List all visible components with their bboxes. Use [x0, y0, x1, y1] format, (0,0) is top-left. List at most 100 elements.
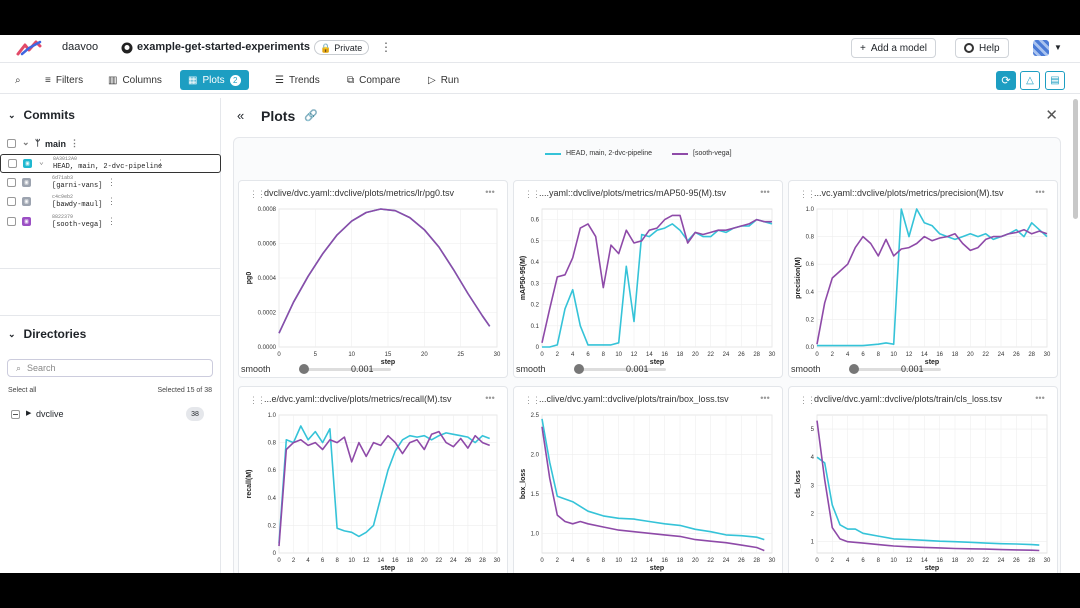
run-button[interactable]: ▷ Run: [428, 70, 459, 90]
line-chart: 0 5 10 15 20 25 30 0.0000 0.0002 0.0004 0.0006 0.00…: [246, 207, 501, 366]
plot-title: ...clive/dvc.yaml::dvclive/plots/train/b…: [539, 394, 729, 404]
commit-sha: 6d71ab3: [52, 174, 74, 181]
drag-handle-icon[interactable]: ⋮⋮: [249, 395, 266, 405]
y-tick-label: 0.0006: [258, 242, 277, 248]
x-tick-label: 6: [861, 352, 865, 358]
y-tick-label: 0.3: [531, 281, 540, 287]
filters-button[interactable]: ≡ Filters: [45, 70, 83, 90]
y-tick-label: 0.0000: [258, 345, 277, 351]
commit-row[interactable]: ▣ 6d71ab3 [garni-vans] ⋮: [0, 174, 221, 193]
caret-right-icon[interactable]: ▶: [26, 410, 32, 417]
drag-handle-icon[interactable]: ⋮⋮: [249, 189, 266, 199]
avatar[interactable]: [1033, 40, 1049, 56]
directory-row[interactable]: ▶ dvclive 38: [0, 405, 221, 423]
commit-row[interactable]: ▣ c4c9eb2 [bawdy-maul] ⋮: [0, 193, 221, 212]
x-tick-label: 6: [321, 558, 325, 564]
filters-label: Filters: [55, 74, 84, 86]
repo-menu-icon[interactable]: ⋮: [380, 40, 392, 54]
series-line: [278, 425, 490, 544]
collapse-panel-icon[interactable]: «: [237, 108, 245, 123]
branch-checkbox[interactable]: [7, 139, 16, 148]
drag-handle-icon[interactable]: ⋮⋮: [524, 395, 541, 405]
x-tick-label: 4: [846, 558, 850, 564]
plots-button[interactable]: ▦ Plots 2: [180, 70, 249, 90]
smooth-value: 0.001: [626, 364, 649, 374]
columns-button[interactable]: ▥ Columns: [108, 70, 162, 90]
studio-logo-icon[interactable]: [16, 40, 42, 56]
plot-card[interactable]: ⋮⋮ dvclive/dvc.yaml::dvclive/plots/metri…: [238, 180, 508, 378]
commit-menu-icon[interactable]: ⋮: [107, 176, 116, 187]
refresh-icon[interactable]: ⟳: [996, 71, 1016, 90]
smooth-slider-track[interactable]: [574, 368, 666, 371]
x-tick-label: 28: [753, 558, 760, 564]
commit-color-chip[interactable]: ▣: [22, 216, 31, 226]
drag-handle-icon[interactable]: ⋮⋮: [524, 189, 541, 199]
document-icon[interactable]: ▤: [1045, 71, 1065, 90]
x-tick-label: 12: [631, 352, 638, 358]
commit-color-chip[interactable]: ▣: [22, 177, 31, 187]
commit-menu-icon[interactable]: ⋮: [107, 215, 116, 226]
commit-row[interactable]: ▣ 8822379 [sooth-vega] ⋮: [0, 213, 221, 232]
branch-menu-icon[interactable]: ⋮: [70, 138, 79, 148]
commit-color-chip[interactable]: ▣: [22, 197, 31, 206]
directory-search-input[interactable]: ⌕ Search: [7, 359, 213, 377]
repo-name[interactable]: example-get-started-experiments: [137, 41, 311, 53]
expand-icon[interactable]: ⌄: [39, 158, 44, 167]
commit-checkbox[interactable]: [7, 197, 16, 206]
plot-card[interactable]: ⋮⋮ ...vc.yaml::dvclive/plots/metrics/pre…: [788, 180, 1058, 378]
smooth-slider-track[interactable]: [849, 368, 941, 371]
more-options-icon[interactable]: •••: [485, 187, 495, 197]
drag-handle-icon[interactable]: ⋮⋮: [799, 189, 816, 199]
smooth-slider-track[interactable]: [299, 368, 391, 371]
more-options-icon[interactable]: •••: [1035, 393, 1045, 403]
commit-menu-icon[interactable]: ⋮: [107, 196, 116, 206]
compare-button[interactable]: ⧉ Compare: [347, 70, 400, 90]
drag-handle-icon[interactable]: ⋮⋮: [799, 395, 816, 405]
help-button[interactable]: Help: [955, 38, 1009, 58]
x-tick-label: 8: [602, 558, 606, 564]
close-icon[interactable]: ✕: [1045, 107, 1058, 124]
x-tick-label: 18: [952, 352, 959, 358]
plot-card[interactable]: ⋮⋮ ...e/dvc.yaml::dvclive/plots/metrics/…: [238, 386, 508, 573]
org-name[interactable]: daavoo: [62, 41, 99, 53]
plot-card[interactable]: ⋮⋮ dvclive/dvc.yaml::dvclive/plots/train…: [788, 386, 1058, 573]
select-all-link[interactable]: Select all: [8, 387, 37, 394]
smooth-slider-handle[interactable]: [574, 364, 584, 374]
y-tick-label: 0.8: [268, 441, 277, 447]
directories-header[interactable]: ⌄ Directories: [8, 327, 86, 341]
x-tick-label: 2: [831, 352, 835, 358]
chevron-down-icon[interactable]: ▼: [1054, 43, 1062, 52]
plot-card[interactable]: ⋮⋮ ...clive/dvc.yaml::dvclive/plots/trai…: [513, 386, 783, 573]
commit-color-chip[interactable]: ▣: [23, 159, 32, 168]
plot-title: ...vc.yaml::dvclive/plots/metrics/precis…: [814, 188, 1004, 198]
commit-checkbox[interactable]: [8, 159, 17, 168]
smooth-slider-handle[interactable]: [299, 364, 309, 374]
more-options-icon[interactable]: •••: [1035, 187, 1045, 197]
add-model-button[interactable]: + Add a model: [851, 38, 936, 58]
plot-card[interactable]: ⋮⋮ ....yaml::dvclive/plots/metrics/mAP50…: [513, 180, 783, 378]
commits-header[interactable]: ⌄ Commits: [8, 108, 75, 122]
triangle-icon[interactable]: △: [1020, 71, 1040, 90]
commit-checkbox[interactable]: [7, 216, 16, 226]
more-options-icon[interactable]: •••: [760, 393, 770, 403]
private-label: Private: [334, 43, 363, 53]
more-options-icon[interactable]: •••: [485, 393, 495, 403]
scrollbar[interactable]: [1073, 99, 1078, 219]
commit-checkbox[interactable]: [7, 177, 16, 187]
toolbar: ⌕ ≡ Filters ▥ Columns ▦ Plots 2 ☰ Trends ⧉ Com…: [0, 66, 1080, 94]
x-tick-label: 16: [661, 558, 668, 564]
commit-menu-icon[interactable]: ⋮: [156, 158, 165, 168]
plot-title: ....yaml::dvclive/plots/metrics/mAP50-95…: [539, 188, 727, 198]
branch-row[interactable]: ⌄ ᛘ main ⋮: [0, 135, 221, 154]
commit-row[interactable]: ▣ ⌄ 8A3012A0 HEAD, main, 2-dvc-pipeline …: [0, 154, 221, 173]
more-options-icon[interactable]: •••: [760, 187, 770, 197]
y-tick-label: 2.5: [531, 413, 540, 419]
y-axis-label: cls_loss: [795, 470, 802, 498]
trends-button[interactable]: ☰ Trends: [275, 70, 320, 90]
search-icon[interactable]: ⌕: [15, 74, 21, 86]
smooth-slider-handle[interactable]: [849, 364, 859, 374]
expand-icon[interactable]: ⌄: [22, 137, 30, 147]
plot-title: ...e/dvc.yaml::dvclive/plots/metrics/rec…: [264, 394, 452, 404]
link-icon[interactable]: 🔗: [304, 110, 318, 122]
x-tick-label: 4: [571, 352, 575, 358]
